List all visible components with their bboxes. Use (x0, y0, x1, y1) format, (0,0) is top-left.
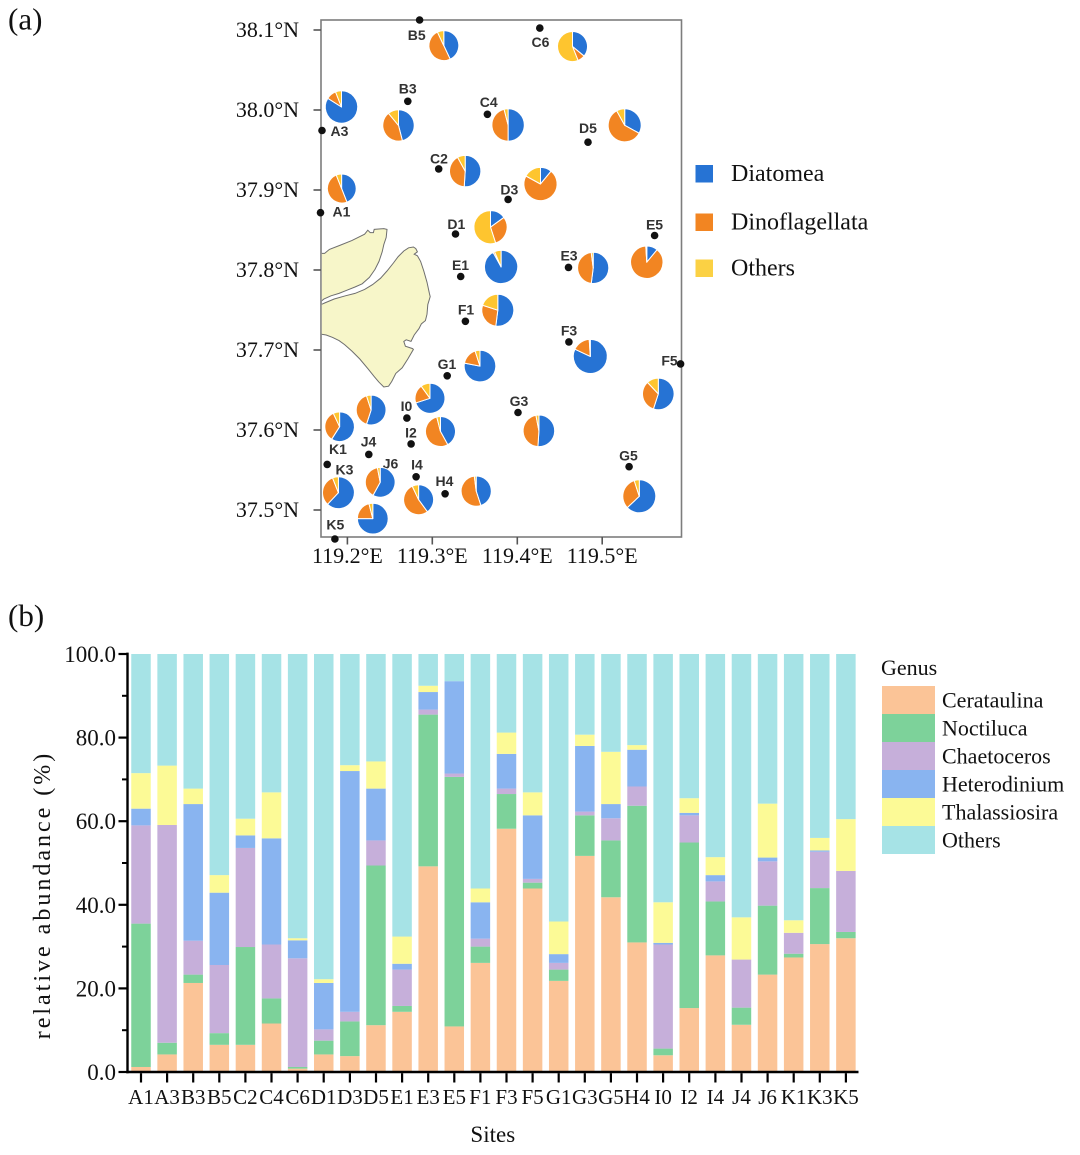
svg-text:80.0: 80.0 (76, 726, 116, 751)
svg-text:G1: G1 (546, 1085, 572, 1109)
svg-text:A1: A1 (128, 1085, 154, 1109)
svg-text:A1: A1 (333, 203, 351, 219)
svg-text:Heterodinium: Heterodinium (942, 772, 1064, 797)
svg-text:J6: J6 (758, 1085, 777, 1109)
svg-text:H4: H4 (624, 1085, 650, 1109)
svg-text:B3: B3 (181, 1085, 206, 1109)
svg-text:119.5°E: 119.5°E (567, 543, 638, 568)
svg-text:37.6°N: 37.6°N (236, 417, 299, 442)
svg-text:Others: Others (731, 256, 795, 282)
svg-text:Others: Others (942, 828, 1001, 853)
svg-text:37.7°N: 37.7°N (236, 337, 299, 362)
svg-text:F5: F5 (522, 1085, 544, 1109)
svg-text:E1: E1 (390, 1085, 413, 1109)
svg-text:38.0°N: 38.0°N (236, 97, 299, 122)
svg-text:F1: F1 (469, 1085, 491, 1109)
svg-text:F5: F5 (661, 353, 678, 369)
svg-text:Thalassiosira: Thalassiosira (942, 800, 1058, 825)
svg-text:A3: A3 (331, 123, 349, 139)
svg-text:C4: C4 (259, 1085, 284, 1109)
svg-text:J4: J4 (732, 1085, 751, 1109)
svg-text:G5: G5 (598, 1085, 624, 1109)
svg-text:K5: K5 (833, 1085, 859, 1109)
svg-text:F3: F3 (561, 323, 578, 339)
svg-text:C2: C2 (430, 151, 448, 167)
svg-text:Sites: Sites (470, 1122, 515, 1147)
svg-text:F3: F3 (495, 1085, 517, 1109)
svg-text:20.0: 20.0 (76, 976, 116, 1001)
svg-text:Genus: Genus (881, 655, 937, 680)
svg-text:38.1°N: 38.1°N (236, 17, 299, 42)
svg-text:D1: D1 (447, 216, 465, 232)
svg-text:40.0: 40.0 (76, 893, 116, 918)
svg-text:0.0: 0.0 (87, 1060, 116, 1085)
svg-text:K1: K1 (781, 1085, 807, 1109)
svg-text:Noctiluca: Noctiluca (942, 716, 1028, 741)
svg-text:C6: C6 (285, 1085, 310, 1109)
svg-text:E5: E5 (646, 217, 663, 233)
svg-text:I2: I2 (680, 1085, 698, 1109)
svg-text:G5: G5 (619, 448, 638, 464)
svg-text:K3: K3 (336, 462, 354, 478)
svg-text:119.3°E: 119.3°E (397, 543, 468, 568)
svg-text:60.0: 60.0 (76, 809, 116, 834)
svg-text:C2: C2 (233, 1085, 258, 1109)
svg-text:D3: D3 (337, 1085, 363, 1109)
svg-text:relative abundance (%): relative abundance (%) (30, 751, 56, 1040)
svg-text:I0: I0 (401, 398, 413, 414)
svg-text:I2: I2 (405, 425, 417, 441)
svg-text:119.2°E: 119.2°E (312, 543, 383, 568)
svg-text:Chaetoceros: Chaetoceros (942, 744, 1051, 769)
svg-text:I0: I0 (654, 1085, 672, 1109)
svg-text:E5: E5 (443, 1085, 466, 1109)
svg-text:37.5°N: 37.5°N (236, 497, 299, 522)
svg-text:G3: G3 (510, 393, 529, 409)
svg-text:J6: J6 (383, 456, 399, 472)
svg-text:F1: F1 (458, 302, 475, 318)
svg-text:C4: C4 (480, 94, 498, 110)
svg-text:E3: E3 (560, 248, 577, 264)
svg-text:I4: I4 (411, 457, 423, 473)
svg-text:E3: E3 (417, 1085, 440, 1109)
svg-text:D3: D3 (500, 182, 518, 198)
svg-text:G1: G1 (438, 356, 457, 372)
svg-text:119.4°E: 119.4°E (482, 543, 553, 568)
svg-text:37.8°N: 37.8°N (236, 257, 299, 282)
svg-text:J4: J4 (361, 434, 377, 450)
svg-text:I4: I4 (707, 1085, 725, 1109)
svg-text:C6: C6 (532, 34, 550, 50)
svg-text:K5: K5 (326, 517, 344, 533)
svg-text:Dinoflagellata: Dinoflagellata (731, 210, 869, 236)
svg-text:A3: A3 (154, 1085, 180, 1109)
svg-text:37.9°N: 37.9°N (236, 177, 299, 202)
svg-text:B5: B5 (207, 1085, 232, 1109)
svg-text:E1: E1 (452, 257, 469, 273)
svg-text:K1: K1 (329, 441, 347, 457)
svg-text:K3: K3 (807, 1085, 833, 1109)
svg-text:H4: H4 (436, 473, 454, 489)
svg-text:(b): (b) (8, 598, 44, 633)
svg-text:B5: B5 (408, 27, 426, 43)
svg-text:100.0: 100.0 (64, 642, 116, 667)
svg-text:B3: B3 (399, 80, 417, 96)
svg-text:(a): (a) (8, 1, 42, 36)
svg-text:Diatomea: Diatomea (731, 161, 825, 187)
svg-text:D1: D1 (311, 1085, 337, 1109)
svg-text:D5: D5 (579, 120, 597, 136)
svg-text:Cerataulina: Cerataulina (942, 688, 1044, 713)
svg-text:D5: D5 (363, 1085, 389, 1109)
svg-text:G3: G3 (572, 1085, 598, 1109)
